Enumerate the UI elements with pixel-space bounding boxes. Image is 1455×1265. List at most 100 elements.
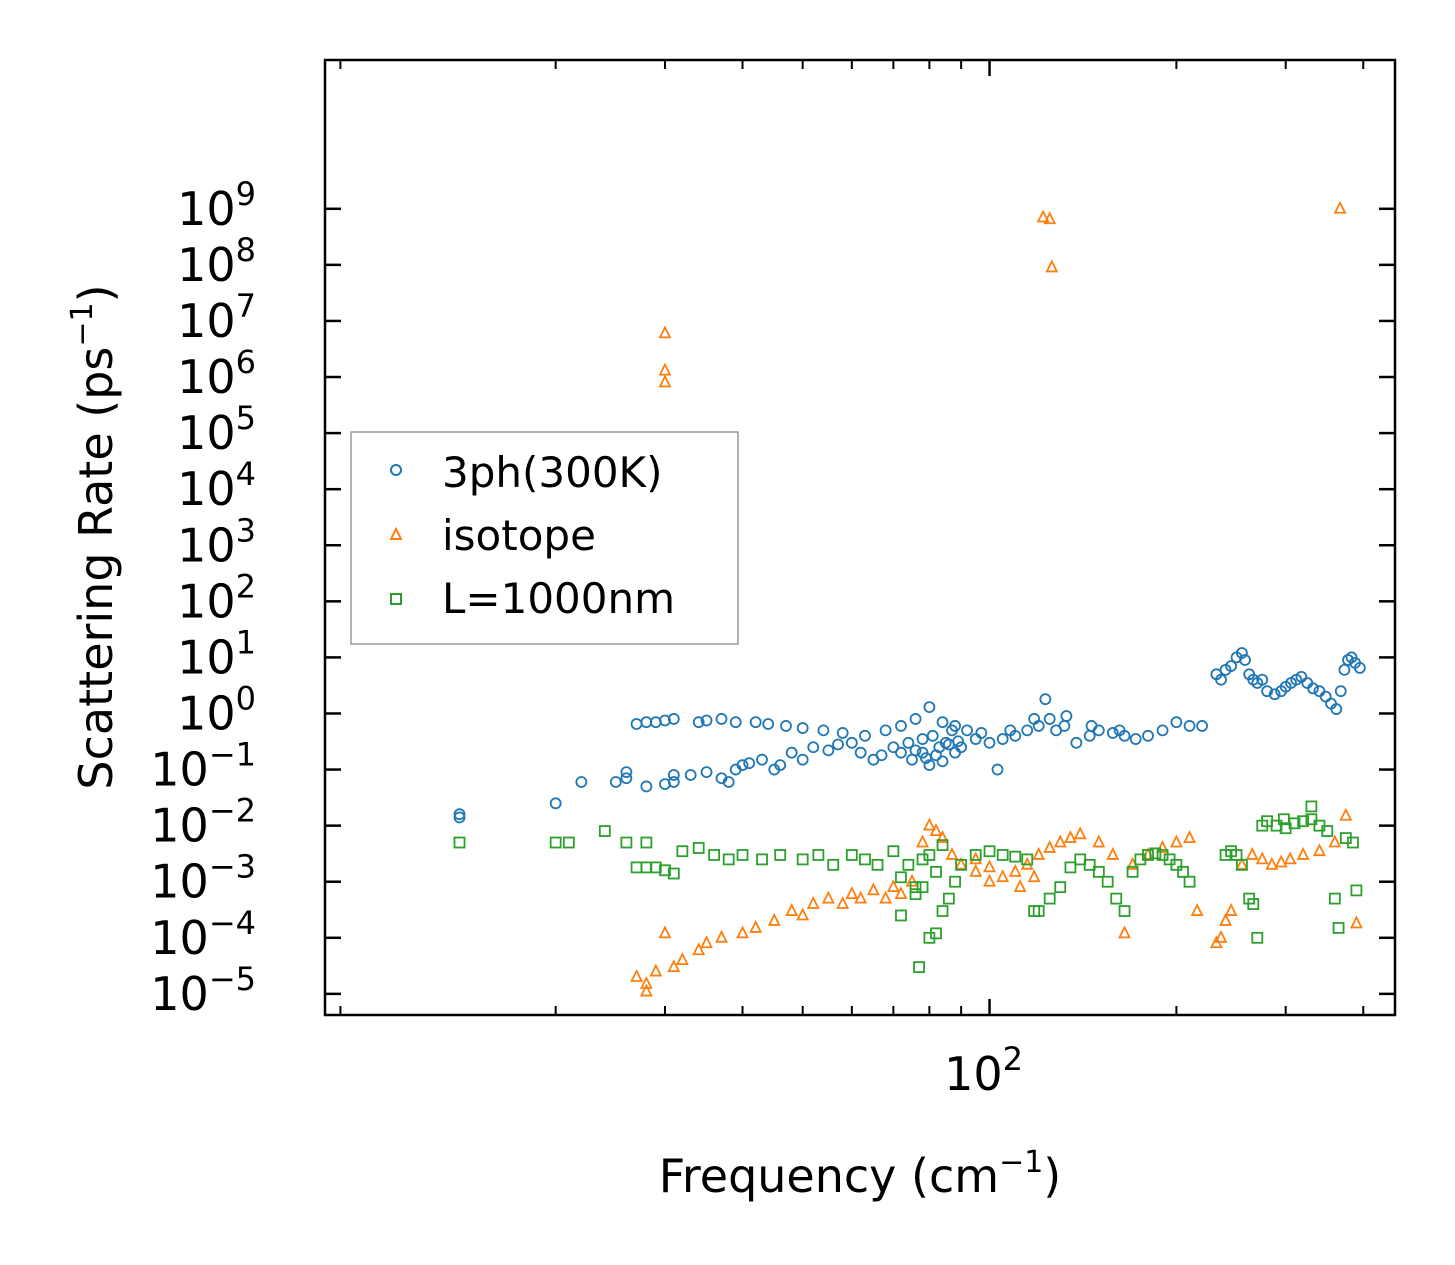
point-3ph-300k [807,741,820,754]
point-isotope [1032,846,1046,860]
point-isotope [639,983,653,997]
point-3ph-300k [1021,724,1034,737]
point-isotope [1214,929,1228,943]
point-3ph-300k [923,759,936,772]
y-tick-label: 106 [177,343,256,404]
point-isotope [1255,851,1269,865]
x-axis-label: Frequency (cm−1) [659,1145,1062,1203]
y-tick-label: 10−4 [150,904,256,965]
point-3ph-300k [991,763,1004,776]
point-l-1000nm [812,849,825,861]
point-isotope [1063,830,1077,843]
point-l-1000nm [871,858,884,871]
point-3ph-300k [961,724,973,737]
x-axis-ticks: 102 [339,60,1365,1101]
point-isotope [1265,856,1279,870]
point-l-1000nm [1350,884,1363,897]
point-isotope [1333,200,1347,214]
point-isotope [1245,846,1259,860]
point-isotope [749,919,763,933]
point-isotope [1274,854,1288,868]
plot-frame [323,58,1397,1017]
point-3ph-300k [983,736,996,749]
legend-box [350,431,739,645]
y-tick-label: 100 [177,679,256,740]
point-isotope [821,890,835,904]
point-l-1000nm [1183,875,1196,888]
point-l-1000nm [909,888,922,901]
point-isotope [845,886,859,900]
point-isotope [658,374,672,388]
point-3ph-300k [1085,720,1098,732]
point-3ph-300k [1225,660,1238,672]
point-l-1000nm [902,858,915,871]
y-tick-label: 108 [177,231,256,292]
point-3ph-300k [715,713,728,725]
point-3ph-300k [762,718,775,730]
point-l-1000nm [923,849,936,861]
point-3ph-300k [1307,682,1319,695]
legend: 3ph(300K) isotope L=1000nm [350,431,739,645]
point-isotope [692,942,706,956]
point-isotope [667,959,681,973]
point-isotope [715,929,728,943]
point-l-1000nm [598,825,611,837]
point-isotope [1235,856,1249,870]
point-3ph-300k [936,755,949,768]
y-tick-label: 104 [177,455,256,516]
point-isotope [1328,834,1342,848]
point-isotope [1169,834,1183,848]
point-3ph-300k [1268,688,1281,701]
point-isotope [969,863,983,877]
point-isotope [954,856,968,870]
point-isotope [736,925,749,939]
point-l-1000nm [859,853,871,866]
y-tick-label: 10−2 [150,792,256,853]
point-3ph-300k [736,759,749,772]
point-3ph-300k [1235,647,1248,659]
point-isotope [1190,903,1204,916]
point-3ph-300k [1353,661,1366,674]
point-l-1000nm [676,845,689,858]
point-isotope [1183,830,1197,843]
point-3ph-300k [796,753,809,766]
point-l-1000nm [909,881,922,894]
point-isotope [1296,846,1310,860]
legend-marker-isotope [389,526,403,540]
point-isotope [1013,879,1027,893]
point-isotope [785,903,799,916]
point-3ph-300k [923,701,936,713]
point-l-1000nm [1297,815,1309,828]
point-3ph-300k [975,727,988,739]
point-isotope [945,846,959,860]
point-3ph-300k [1004,724,1017,737]
point-isotope [1106,846,1120,860]
point-l-1000nm [1321,825,1334,837]
point-isotope [836,896,850,909]
y-tick-label: 10−1 [150,736,256,797]
legend-marker-l1000nm [390,593,402,605]
y-tick-label: 109 [177,175,256,236]
point-l-1000nm [996,849,1009,861]
point-l-1000nm [949,875,961,888]
point-3ph-300k [817,724,830,737]
point-l-1000nm [1118,905,1131,917]
point-3ph-300k [879,724,892,737]
point-3ph-300k [1039,693,1052,706]
point-isotope [639,975,653,989]
point-isotope [1219,912,1232,926]
point-l-1000nm [659,864,671,877]
y-tick-label: 107 [177,287,256,348]
legend-label-3ph: 3ph(300K) [442,448,662,497]
point-isotope [916,834,930,848]
point-l-1000nm [1328,892,1341,905]
point-l-1000nm [1083,858,1096,871]
point-l-1000nm [1101,875,1114,888]
y-axis-ticks: 10910810710610510410310210110010−110−210… [150,175,1395,1021]
point-3ph-300k [785,746,798,759]
point-3ph-300k [902,736,915,749]
point-l-1000nm [827,858,840,871]
point-l-1000nm [1126,865,1139,878]
y-tick-label: 105 [177,399,256,460]
point-isotope [894,886,908,900]
